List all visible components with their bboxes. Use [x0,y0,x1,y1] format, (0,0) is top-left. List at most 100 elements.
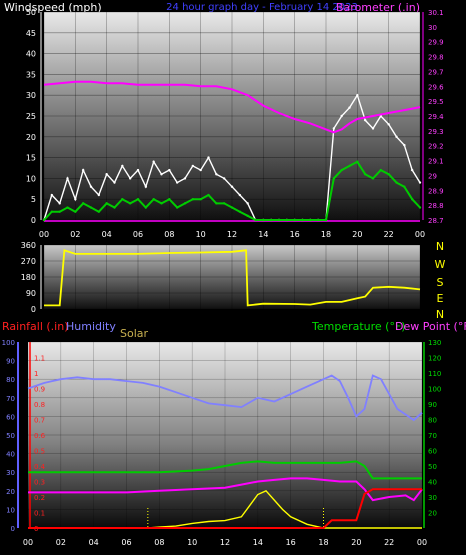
wind-x-tick-label: 06 [133,230,143,239]
wind-average-point [144,206,148,209]
wind-y-tick-label: 25 [26,112,36,121]
humidity-tick-label: 0 [11,525,15,533]
temperature-tick-label: 80 [428,417,437,425]
weather-x-tick-label: 20 [351,538,361,547]
wind-average-point [183,202,187,205]
wind-y-tick-label: 0 [31,216,36,225]
wind-x-tick-label: 08 [164,230,174,239]
solar-line [28,489,422,529]
weather-x-tick-label: 04 [89,538,99,547]
direction-y-tick-label: 90 [26,289,36,298]
direction-label-s: S [437,276,444,289]
wind-gust-point [246,202,249,205]
barometer-tick-label: 29.8 [428,54,444,62]
rain-tick-label: 1.1 [34,355,45,363]
direction-axis: N W S E N [435,240,446,321]
weather-x-tick-label: 02 [56,538,66,547]
wind-y-tick-label: 20 [26,133,36,142]
wind-gust-point [332,127,336,130]
windspeed-label: Windspeed (mph) [4,1,102,14]
wind-average-point [324,218,328,222]
wind-average-point [42,218,46,222]
rainfall-line [28,488,422,529]
dewpoint-line [28,477,423,502]
barometer-tick-label: 29.5 [428,98,444,106]
wind-average-point [238,210,242,213]
wind-average-point [50,210,54,213]
humidity-tick-label: 80 [6,376,15,384]
wind-gust-point [418,181,422,184]
direction-label-n2: N [436,308,444,321]
weather-x-tick-label: 00 [23,538,33,547]
humidity-tick-label: 90 [6,358,15,366]
wind-x-tick-label: 02 [70,230,80,239]
rain-tick-label: 1 [34,370,38,378]
weather-x-tick-label: 06 [121,538,131,547]
wind-average-point [371,177,375,180]
wind-y-tick-label: 10 [26,174,36,183]
wind-gust-point [152,160,155,163]
rain-tick-label: 0.8 [34,401,45,409]
wind-x-tick-label: 04 [102,230,112,239]
temperature-tick-label: 70 [428,432,437,440]
wind-y-tick-label: 40 [26,50,36,59]
humidity-tick-label: 70 [6,395,15,403]
wind-average-point [89,206,93,209]
wind-average-point [74,210,77,213]
wind-x-tick-label: 00 [39,230,49,239]
wind-average-point [254,218,257,222]
humidity-tick-label: 60 [6,413,15,421]
wind-average-point [152,198,155,201]
wind-gust-point [89,185,93,188]
barometer-tick-label: 28.7 [428,217,444,225]
wind-gust-point [183,177,187,180]
wind-average-point [128,202,132,205]
wind-gust-point [199,168,202,172]
rain-tick-label: 0.7 [34,417,45,425]
barometer-label: Barometer (.in) [336,1,420,14]
wind-gust-point [113,181,116,184]
barometer-tick-label: 29.9 [428,39,444,47]
rain-tick-label: 0.4 [34,463,46,471]
wind-gust-point [387,123,390,126]
wind-average-point [58,210,61,213]
humidity-label: Humidity [66,320,116,333]
wind-y-tick-label: 30 [26,91,36,100]
wind-average-point [301,218,304,222]
barometer-tick-label: 28.8 [428,202,444,210]
wind-gust-point [50,193,54,197]
wind-x-tick-label: 20 [352,230,362,239]
temperature-tick-label: 40 [428,479,437,487]
wind-average-point [285,218,289,222]
wind-average-point [379,168,383,172]
direction-line [44,249,421,307]
weather-x-tick-label: 14 [253,538,263,547]
wind-average-point [387,173,390,176]
weather-x-tick-label: 16 [286,538,296,547]
weather-x-tick-label: 22 [384,538,394,547]
wind-gust-point [371,127,375,130]
wind-gust-point [97,193,101,197]
solar-label: Solar [120,327,149,340]
wind-average-point [97,210,101,213]
dewpoint-label: Dew Point (°F) [395,320,466,333]
direction-y-tick-label: 180 [21,273,36,282]
humidity-tick-label: 50 [6,432,15,440]
wind-gust-point [160,173,163,176]
wind-gust-point [222,177,226,180]
wind-average-point [410,198,414,201]
direction-label-w: W [435,258,446,271]
wind-average-point [199,198,202,201]
direction-label-n: N [436,240,444,253]
wind-average-point [309,218,312,222]
weather-x-tick-label: 08 [154,538,164,547]
barometer-tick-label: 29.6 [428,83,444,91]
wind-x-tick-label: 10 [196,230,206,239]
wind-x-tick-label: 12 [227,230,237,239]
barometer-tick-label: 29.3 [428,128,444,136]
wind-average-point [277,218,281,222]
wind-average-point [332,177,336,180]
temperature-tick-label: 110 [428,370,441,378]
wind-average-point [81,202,85,205]
